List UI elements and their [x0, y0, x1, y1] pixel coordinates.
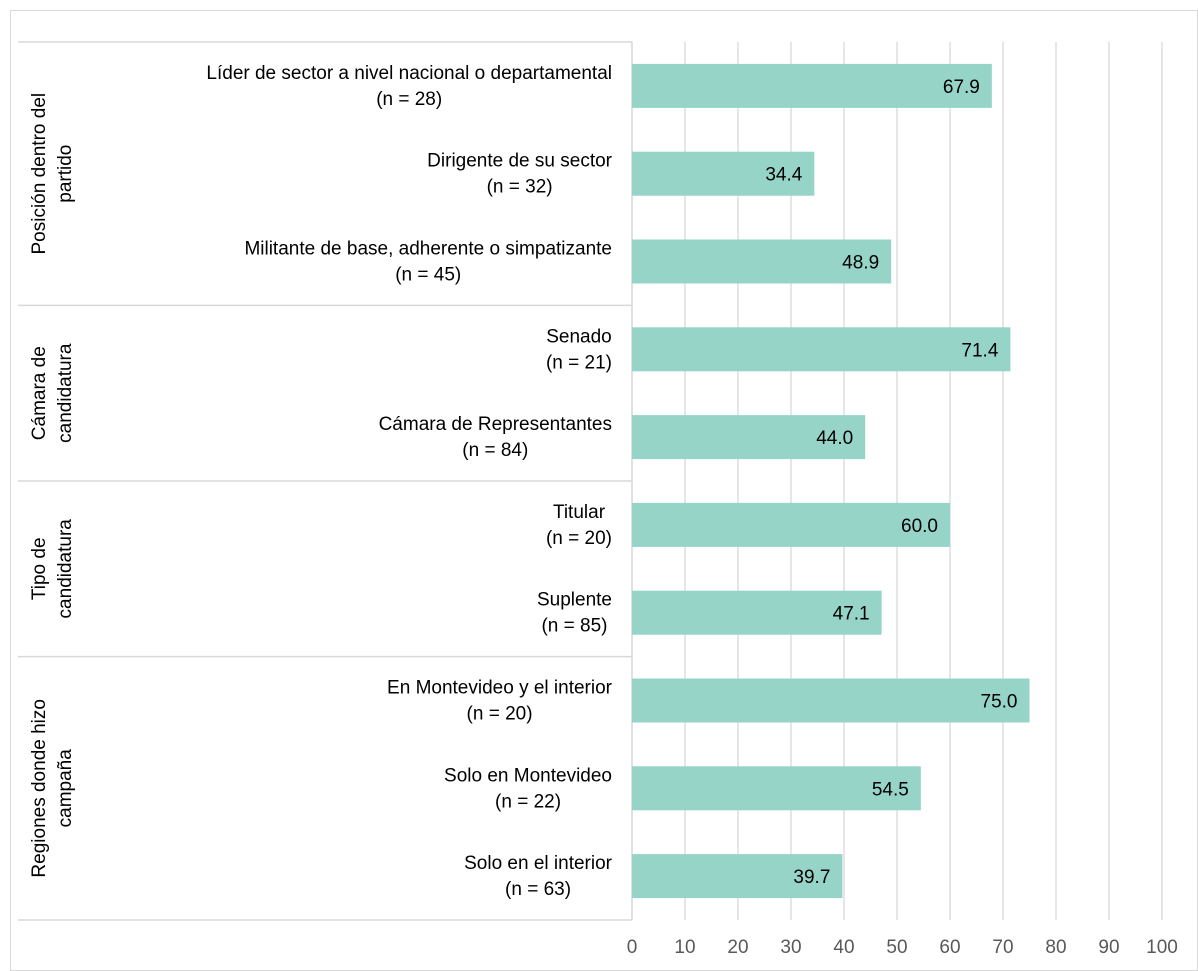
category-label: (n = 63) — [505, 879, 571, 900]
x-tick-label: 20 — [727, 937, 748, 958]
category-label: Cámara de Representantes — [379, 414, 612, 435]
value-label: 60.0 — [901, 516, 938, 537]
group-label: candidatura — [55, 519, 76, 619]
value-label: 71.4 — [961, 340, 998, 361]
category-label: (n = 84) — [462, 440, 528, 461]
bar — [632, 678, 1030, 723]
x-tick-label: 50 — [886, 937, 907, 958]
group-label: Posición dentro del — [29, 93, 50, 255]
bar — [632, 854, 843, 899]
bar — [632, 415, 866, 460]
group-label: candidatura — [55, 343, 76, 443]
group-label: Cámara de — [29, 346, 50, 440]
category-label: En Montevideo y el interior — [387, 678, 613, 699]
category-label: (n = 20) — [467, 704, 533, 725]
value-label: 39.7 — [793, 867, 830, 888]
category-label: Solo en Montevideo — [444, 765, 612, 786]
x-tick-label: 10 — [674, 937, 695, 958]
category-label: Militante de base, adherente o simpatiza… — [244, 239, 612, 260]
x-tick-label: 60 — [939, 937, 960, 958]
value-label: 44.0 — [816, 428, 853, 449]
x-tick-label: 80 — [1045, 937, 1066, 958]
category-label: Titular — [553, 502, 606, 523]
category-label: (n = 45) — [395, 265, 461, 286]
category-label: (n = 21) — [546, 352, 612, 373]
category-label: (n = 85) — [541, 616, 607, 637]
x-tick-label: 40 — [833, 937, 854, 958]
value-label: 34.4 — [765, 165, 802, 186]
bar — [632, 63, 992, 108]
category-label: Solo en el interior — [464, 853, 613, 874]
x-tick-label: 90 — [1098, 937, 1119, 958]
x-tick-label: 30 — [780, 937, 801, 958]
group-label: campaña — [55, 749, 76, 828]
value-label: 54.5 — [872, 779, 909, 800]
category-label: Dirigente de su sector — [427, 151, 612, 172]
group-label: partido — [55, 145, 76, 203]
category-label: Suplente — [537, 590, 612, 611]
category-label: Líder de sector a nivel nacional o depar… — [206, 63, 612, 84]
category-label: (n = 20) — [546, 528, 612, 549]
bar — [632, 766, 921, 811]
category-label: (n = 22) — [495, 791, 561, 812]
group-label: Regiones donde hizo — [29, 699, 50, 878]
value-label: 75.0 — [981, 692, 1018, 713]
value-label: 67.9 — [943, 77, 980, 98]
category-label: Senado — [546, 326, 612, 347]
bar — [632, 327, 1011, 372]
x-tick-label: 0 — [627, 937, 638, 958]
group-label: Tipo de — [29, 537, 50, 600]
bar — [632, 590, 882, 635]
value-label: 47.1 — [833, 604, 870, 625]
value-label: 48.9 — [842, 253, 879, 274]
bar — [632, 151, 815, 196]
x-tick-label: 100 — [1146, 937, 1178, 958]
x-tick-label: 70 — [992, 937, 1013, 958]
bar — [632, 239, 892, 284]
category-label: (n = 32) — [487, 177, 553, 198]
category-label: (n = 28) — [376, 89, 442, 110]
bar — [632, 502, 950, 547]
